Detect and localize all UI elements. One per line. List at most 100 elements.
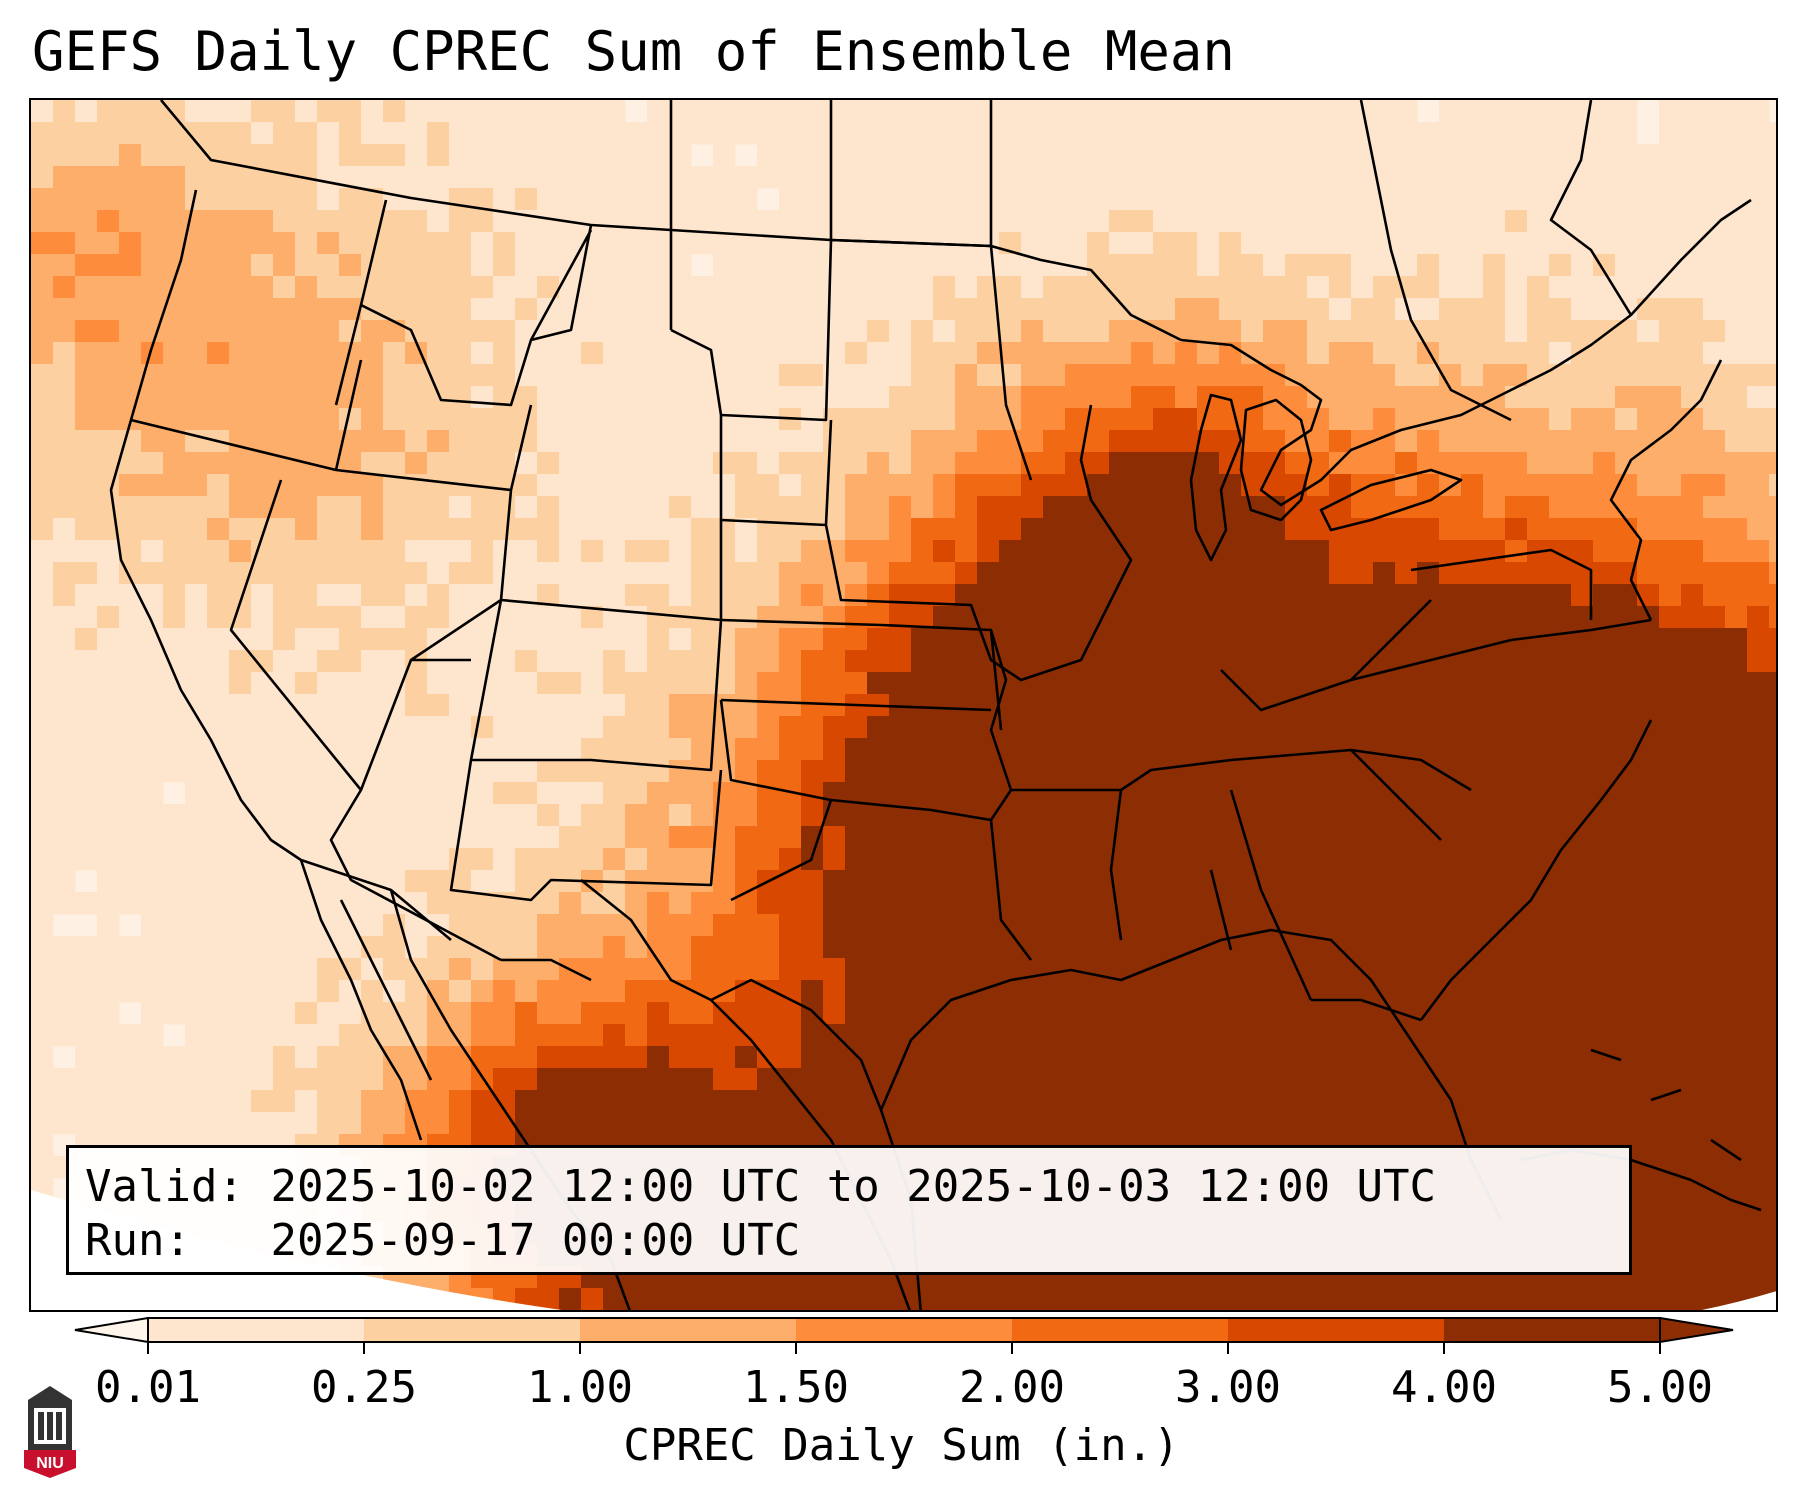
precip-cell (273, 826, 296, 849)
precip-cell (1769, 232, 1776, 255)
precip-cell (1593, 1112, 1616, 1135)
precip-cell (1527, 606, 1550, 629)
precip-cell (427, 870, 450, 893)
precip-cell (449, 320, 472, 343)
precip-cell (867, 518, 890, 541)
precip-cell (647, 474, 670, 497)
precip-cell (471, 430, 494, 453)
precip-cell (933, 320, 956, 343)
precip-cell (757, 892, 780, 915)
precip-cell (977, 672, 1000, 695)
precip-cell (361, 188, 384, 211)
precip-cell (1769, 1112, 1776, 1135)
precip-cell (1659, 210, 1682, 233)
precip-cell (823, 122, 846, 145)
precip-cell (317, 408, 340, 431)
precip-cell (1109, 826, 1132, 849)
precip-cell (1681, 584, 1704, 607)
precip-cell (1483, 1112, 1506, 1135)
precip-cell (185, 606, 208, 629)
precip-cell (1241, 144, 1264, 167)
precip-cell (1681, 166, 1704, 189)
precip-cell (1439, 166, 1462, 189)
precip-cell (603, 210, 626, 233)
precip-cell (713, 342, 736, 365)
precip-cell (779, 298, 802, 321)
precip-cell (273, 584, 296, 607)
precip-cell (471, 518, 494, 541)
precip-cell (1131, 672, 1154, 695)
precip-cell (1373, 650, 1396, 673)
precip-cell (1351, 1090, 1374, 1113)
precip-cell (801, 782, 824, 805)
precip-cell (735, 386, 758, 409)
precip-cell (75, 892, 98, 915)
precip-cell (1109, 914, 1132, 937)
precip-cell (669, 496, 692, 519)
precip-cell (1593, 650, 1616, 673)
precip-cell (1681, 914, 1704, 937)
precip-cell (1109, 584, 1132, 607)
precip-cell (471, 958, 494, 981)
precip-cell (207, 848, 230, 871)
precip-cell (207, 628, 230, 651)
precip-cell (31, 1134, 54, 1157)
precip-cell (999, 716, 1022, 739)
precip-cell (933, 892, 956, 915)
precip-cell (647, 650, 670, 673)
precip-cell (581, 1046, 604, 1069)
precip-cell (163, 1090, 186, 1113)
precip-cell (1263, 408, 1286, 431)
precip-cell (1043, 1024, 1066, 1047)
precip-cell (383, 584, 406, 607)
precip-cell (251, 584, 274, 607)
precip-cell (823, 958, 846, 981)
precip-cell (405, 408, 428, 431)
precip-cell (383, 936, 406, 959)
precip-cell (735, 298, 758, 321)
precip-cell (1571, 848, 1594, 871)
precip-cell (889, 760, 912, 783)
precip-cell (229, 210, 252, 233)
precip-cell (823, 1090, 846, 1113)
precip-cell (1549, 1024, 1572, 1047)
precip-cell (1153, 716, 1176, 739)
precip-cell (1681, 562, 1704, 585)
precip-cell (1065, 980, 1088, 1003)
precip-cell (1241, 452, 1264, 475)
precip-cell (691, 892, 714, 915)
precip-cell (1703, 276, 1726, 299)
precip-cell (1109, 364, 1132, 387)
precip-cell (1615, 452, 1638, 475)
precip-cell (955, 518, 978, 541)
precip-cell (1483, 474, 1506, 497)
precip-cell (1637, 188, 1660, 211)
precip-cell (515, 1068, 538, 1091)
precip-cell (911, 716, 934, 739)
precip-cell (1637, 452, 1660, 475)
precip-cell (911, 298, 934, 321)
precip-cell (1197, 650, 1220, 673)
precip-cell (1571, 782, 1594, 805)
precip-cell (955, 716, 978, 739)
precip-cell (933, 694, 956, 717)
precip-cell (1351, 936, 1374, 959)
precip-cell (1439, 760, 1462, 783)
precip-cell (405, 122, 428, 145)
precip-cell (229, 298, 252, 321)
precip-cell (1769, 936, 1776, 959)
precip-cell (317, 650, 340, 673)
precip-cell (1043, 958, 1066, 981)
precip-cell (801, 144, 824, 167)
precip-cell (405, 848, 428, 871)
precip-cell (75, 210, 98, 233)
precip-cell (119, 254, 142, 277)
precip-cell (1549, 738, 1572, 761)
precip-cell (1681, 1046, 1704, 1069)
precip-cell (1637, 936, 1660, 959)
precip-cell (1681, 1134, 1704, 1157)
precip-cell (295, 1112, 318, 1135)
precip-cell (999, 760, 1022, 783)
precip-cell (1681, 738, 1704, 761)
precip-cell (1087, 1288, 1110, 1310)
